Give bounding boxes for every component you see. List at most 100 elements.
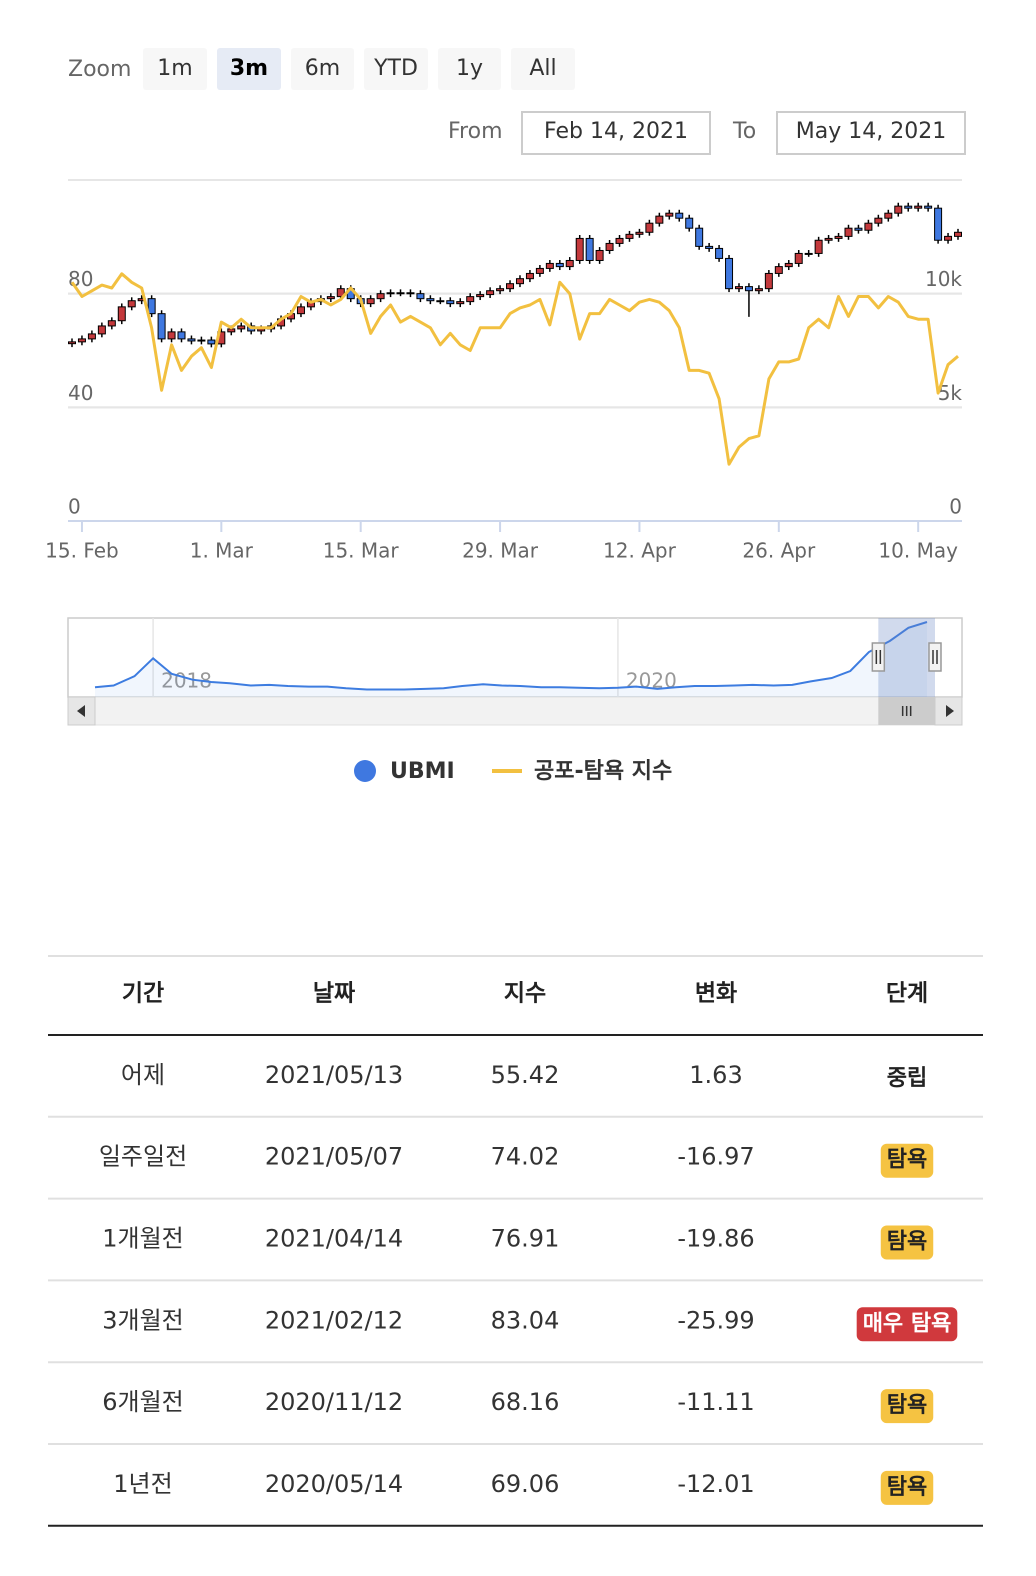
candle-body <box>545 262 554 269</box>
zoom-button-label[interactable]: YTD <box>373 56 418 81</box>
zoom-button[interactable] <box>364 48 428 90</box>
table-cell: -11.11 <box>677 1388 754 1416</box>
table-cell: 69.06 <box>491 1470 560 1498</box>
y-tick-label: 80 <box>68 267 93 291</box>
candle-body <box>695 227 704 247</box>
zoom-button-label[interactable]: 6m <box>305 56 340 81</box>
candle-body <box>914 205 923 209</box>
candle-body <box>107 320 116 327</box>
table-cell: -19.86 <box>677 1225 754 1253</box>
candle-body <box>645 222 654 233</box>
candle-body <box>665 212 674 217</box>
candle-body <box>97 325 106 335</box>
candle-body <box>68 341 76 345</box>
table-cell: 83.04 <box>491 1306 560 1334</box>
zoom-button[interactable] <box>291 48 354 90</box>
candle-body <box>117 306 126 322</box>
from-input[interactable] <box>521 111 711 155</box>
table-cell: 1개월전 <box>102 1225 184 1253</box>
candle-body <box>406 292 415 295</box>
candle-body <box>555 262 564 268</box>
candle-body <box>535 267 544 274</box>
candle-body <box>376 293 385 300</box>
candle-body <box>456 301 465 305</box>
candle-body <box>486 290 495 296</box>
candle-body <box>326 296 335 300</box>
stage-label: 탐욕 <box>887 1393 927 1418</box>
candle-body <box>167 331 176 340</box>
navigator-handle[interactable] <box>928 642 942 672</box>
from-value[interactable]: Feb 14, 2021 <box>544 119 688 144</box>
candle-body <box>525 272 534 280</box>
zoom-button-label[interactable]: All <box>529 56 556 81</box>
candle-body <box>834 235 843 239</box>
fear-greed-line <box>70 272 959 466</box>
candle-body <box>874 217 883 224</box>
navigator-window[interactable] <box>878 618 935 697</box>
table-cell: 2021/05/07 <box>265 1143 403 1171</box>
y-tick-label: 0 <box>68 495 81 519</box>
candle-body <box>744 286 753 292</box>
candle-body <box>466 296 475 303</box>
y2-tick-label: 10k <box>925 267 962 291</box>
to-input[interactable] <box>776 111 966 155</box>
candle-body <box>854 227 863 231</box>
zoom-button[interactable] <box>511 48 575 90</box>
table-cell: -12.01 <box>677 1470 754 1498</box>
navigator-line <box>94 621 928 691</box>
candle-body <box>934 207 943 241</box>
stage-badge <box>856 1307 958 1342</box>
to-value[interactable]: May 14, 2021 <box>796 119 946 144</box>
stage-label: 매우 탐욕 <box>863 1311 952 1336</box>
stage-badge <box>880 1225 934 1260</box>
candle-body <box>904 205 913 209</box>
candle-body <box>774 266 783 274</box>
candle-body <box>894 205 903 214</box>
candle-body <box>884 212 893 219</box>
zoom-button[interactable] <box>143 48 207 90</box>
candle-body <box>396 292 405 295</box>
candle-body <box>386 292 395 295</box>
candle-body <box>436 300 445 303</box>
candle-body <box>336 288 345 298</box>
table-cell: 1.63 <box>689 1061 742 1089</box>
candle-body <box>725 257 734 290</box>
candle-body <box>804 252 813 255</box>
stage-badge <box>880 1470 934 1505</box>
scrollbar-track[interactable] <box>67 696 963 726</box>
navigator-handle[interactable] <box>871 642 886 672</box>
table-cell: 55.42 <box>491 1061 560 1089</box>
zoom-button-label[interactable]: 1y <box>456 56 483 81</box>
zoom-button[interactable] <box>217 48 281 90</box>
x-tick-label: 10. May <box>878 539 958 563</box>
table-cell: 2020/11/12 <box>265 1388 403 1416</box>
zoom-button[interactable] <box>438 48 501 90</box>
candle-body <box>177 331 186 340</box>
candle-body <box>944 235 953 241</box>
candle-body <box>705 245 714 249</box>
stage-label: 탐욕 <box>887 1148 927 1173</box>
to-label: To <box>732 119 756 144</box>
x-tick-label: 26. Apr <box>742 539 816 563</box>
candle-body <box>515 278 524 285</box>
table-header: 단계 <box>886 981 928 1007</box>
candle-body <box>416 293 425 300</box>
zoom-button-label[interactable]: 1m <box>157 56 192 81</box>
candle-body <box>207 339 216 345</box>
legend-label[interactable]: UBMI <box>390 759 455 784</box>
table-cell: 76.91 <box>491 1225 560 1253</box>
candle-body <box>625 233 634 239</box>
table-header: 지수 <box>504 981 546 1007</box>
legend-label[interactable]: 공포-탐욕 지수 <box>534 759 672 784</box>
table-cell: 일주일전 <box>99 1143 187 1171</box>
candle-body <box>585 237 594 261</box>
scroll-left-arrow <box>77 705 85 717</box>
zoom-button-label[interactable]: 3m <box>230 56 268 81</box>
x-tick-label: 29. Mar <box>462 539 539 563</box>
candle-body <box>675 212 684 219</box>
x-tick-label: 12. Apr <box>603 539 677 563</box>
candle-body <box>565 259 574 268</box>
table-cell: 74.02 <box>491 1143 560 1171</box>
candle-body <box>924 205 933 209</box>
